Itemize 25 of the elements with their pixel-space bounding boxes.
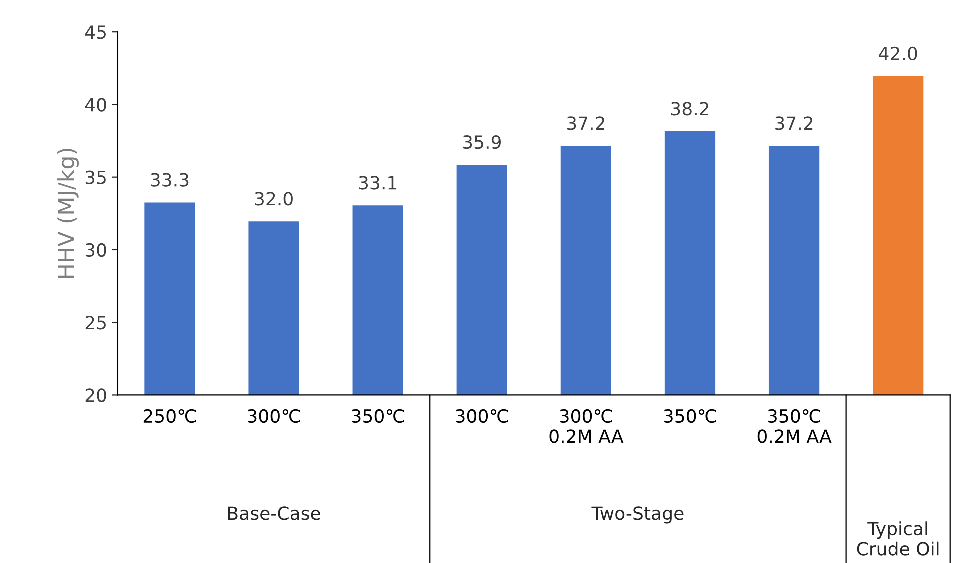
- data-label: 42.0: [879, 46, 918, 61]
- data-label: 37.2: [776, 116, 813, 130]
- y-tick-label: 30: [86, 243, 106, 258]
- x-tick-label: 350℃: [664, 409, 716, 424]
- data-label: 35.9: [463, 135, 501, 150]
- y-tick-label: 35: [86, 170, 106, 184]
- data-label: 33.3: [151, 173, 189, 187]
- x-tick-label: 350℃: [352, 409, 404, 424]
- text: Typical Crude Oil: [857, 522, 939, 556]
- y-tick-label: 20: [86, 388, 106, 402]
- x-tick-label: 250℃: [144, 409, 196, 424]
- x-tick-label: 300℃: [456, 409, 508, 424]
- y-tick-label: 25: [86, 316, 106, 330]
- data-label: 38.2: [672, 102, 709, 116]
- data-label: 32.0: [255, 192, 293, 206]
- data-label: 37.2: [567, 116, 604, 130]
- x-tick-label: 350℃ 0.2M AA: [758, 409, 832, 444]
- x-tick-label: 300℃ 0.2M AA: [550, 409, 624, 444]
- text: Base-Case: [228, 506, 320, 520]
- data-label: 33.1: [359, 176, 397, 190]
- y-tick-label: 45: [85, 26, 106, 40]
- y-tick-label: 40: [85, 98, 106, 112]
- x-tick-label: 300℃: [248, 409, 300, 424]
- text: Two-Stage: [592, 506, 684, 524]
- y-axis-title: HHV (MJ/kg): [58, 148, 80, 278]
